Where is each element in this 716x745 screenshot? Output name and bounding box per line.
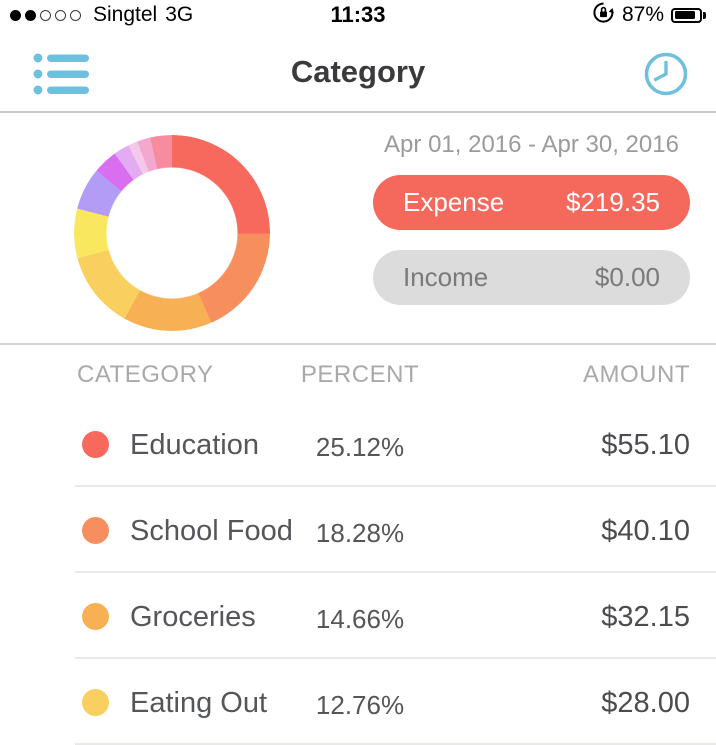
summary-section: Apr 01, 2016 - Apr 30, 2016 Expense $219…: [0, 115, 716, 345]
category-amount: $55.10: [601, 429, 690, 461]
row-divider: [75, 657, 716, 659]
category-color-dot: [82, 517, 109, 544]
category-amount: $28.00: [601, 687, 690, 719]
signal-strength-icon: [10, 9, 81, 21]
carrier-label: Singtel: [93, 3, 158, 26]
table-row-eating-out[interactable]: Eating Out 12.76% $28.00: [0, 659, 716, 745]
expense-value: $219.35: [566, 187, 660, 217]
page-title: Category: [290, 54, 426, 89]
income-toggle-button[interactable]: Income $0.00: [373, 250, 690, 305]
category-name: Education: [130, 429, 259, 461]
column-header-percent: PERCENT: [300, 361, 420, 388]
column-header-amount: AMOUNT: [583, 361, 690, 388]
history-button[interactable]: [640, 48, 692, 100]
category-amount: $32.15: [601, 601, 690, 633]
expense-toggle-button[interactable]: Expense $219.35: [373, 175, 690, 230]
battery-icon: [671, 7, 706, 23]
category-percent: 12.76%: [315, 690, 405, 720]
orientation-lock-icon: [592, 1, 615, 30]
list-menu-icon: [33, 53, 89, 95]
table-row-groceries[interactable]: Groceries 14.66% $32.15: [0, 573, 716, 659]
row-divider: [75, 485, 716, 487]
category-percent: 14.66%: [315, 604, 405, 634]
category-color-dot: [82, 603, 109, 630]
table-header: CATEGORY PERCENT AMOUNT: [0, 345, 716, 401]
category-amount: $40.10: [601, 515, 690, 547]
category-color-dot: [82, 431, 109, 458]
table-row-education[interactable]: Education 25.12% $55.10: [0, 401, 716, 487]
date-range-label[interactable]: Apr 01, 2016 - Apr 30, 2016: [384, 131, 679, 158]
category-name: Groceries: [130, 601, 256, 633]
menu-button[interactable]: [33, 50, 91, 98]
row-divider: [75, 571, 716, 573]
status-bar: Singtel 3G 11:33 87%: [0, 0, 716, 30]
expense-label: Expense: [403, 187, 505, 217]
income-label: Income: [403, 262, 489, 292]
column-header-category: CATEGORY: [77, 361, 214, 388]
clock-icon: [644, 52, 688, 96]
network-type-label: 3G: [165, 3, 194, 26]
income-value: $0.00: [594, 262, 660, 292]
battery-fill: [674, 11, 696, 19]
battery-percent: 87%: [621, 3, 664, 26]
table-row-school-food[interactable]: School Food 18.28% $40.10: [0, 487, 716, 573]
category-color-dot: [82, 689, 109, 716]
category-name: Eating Out: [130, 687, 268, 719]
category-percent: 25.12%: [315, 432, 405, 462]
donut-chart: [74, 135, 270, 331]
category-table: Education 25.12% $55.10 School Food 18.2…: [0, 401, 716, 745]
nav-bar: Category: [0, 30, 716, 113]
category-name: School Food: [130, 515, 293, 547]
category-percent: 18.28%: [315, 518, 405, 548]
